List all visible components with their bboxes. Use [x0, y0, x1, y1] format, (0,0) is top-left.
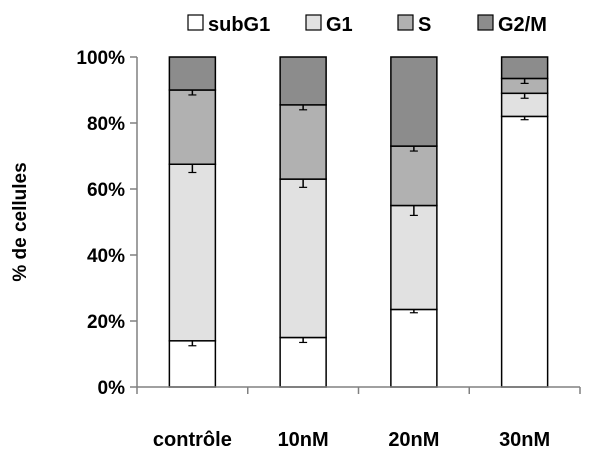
y-tick-label: 100%	[76, 48, 125, 69]
x-tick-label: contrôle	[153, 429, 232, 450]
bar-g2-m	[168, 56, 217, 91]
bar-subg1	[500, 115, 549, 388]
legend-label: G1	[326, 14, 353, 36]
plot-area	[168, 56, 549, 388]
y-axis-title: % de cellules	[10, 162, 31, 281]
x-axis: contrôle 10nM 20nM 30nM	[136, 386, 581, 450]
bar-g1	[168, 163, 217, 342]
x-tick-label: 20nM	[388, 429, 439, 450]
bar-g1	[279, 178, 327, 339]
bar-subg1	[279, 336, 327, 388]
bar-g2-m	[390, 56, 438, 147]
legend-swatch	[305, 14, 322, 31]
bar-s	[390, 145, 438, 207]
y-tick-label: 40%	[87, 246, 125, 267]
legend-swatch	[477, 14, 494, 31]
legend-label: subG1	[208, 14, 270, 36]
bar-s	[279, 104, 327, 180]
bar-s	[168, 89, 217, 165]
legend-swatch	[397, 14, 414, 31]
bar-subg1	[390, 308, 438, 388]
x-tick-label: 10nM	[278, 429, 329, 450]
bar-g2-m	[500, 56, 549, 80]
legend-label: S	[418, 14, 431, 36]
y-tick-label: 20%	[87, 312, 125, 333]
legend: subG1 G1 S G2/M	[187, 14, 547, 36]
bar-g2-m	[279, 56, 327, 106]
y-tick-label: 60%	[87, 180, 125, 201]
legend-label: G2/M	[498, 14, 547, 36]
bar-g1	[390, 204, 438, 311]
y-axis: 0% 20% 40% 60% 80% 100%	[76, 48, 138, 399]
y-tick-label: 80%	[87, 114, 125, 135]
legend-swatch	[187, 14, 204, 31]
bar-subg1	[168, 340, 217, 388]
y-tick-label: 0%	[98, 378, 126, 399]
x-tick-label: 30nM	[499, 429, 550, 450]
